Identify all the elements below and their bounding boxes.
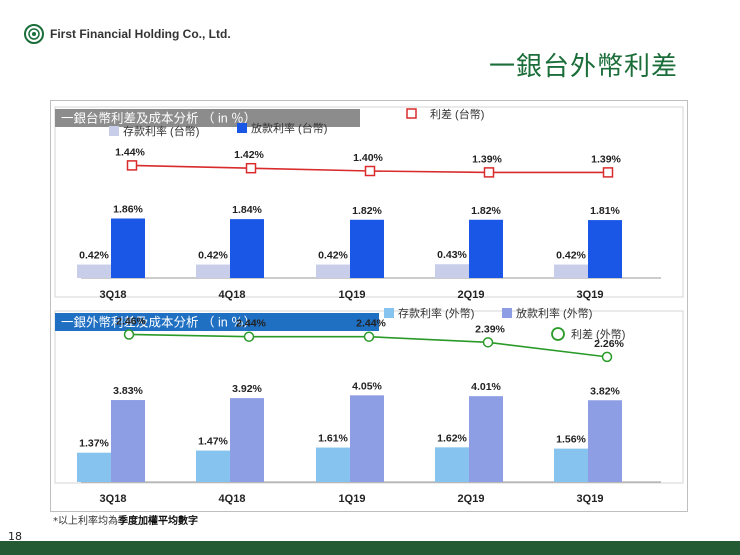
fx-label-spread-1Q19: 2.44% xyxy=(356,318,386,330)
twd-legend-label-2: 利差 (台幣) xyxy=(430,107,484,121)
twd-label-spread-4Q18: 1.42% xyxy=(234,149,264,161)
fx-spread-point-3Q18 xyxy=(123,329,135,340)
twd-label-spread-1Q19: 1.40% xyxy=(353,152,383,164)
twd-label-loan-1Q19: 1.82% xyxy=(352,205,382,217)
twd-chart-title: 一銀台幣利差及成本分析 （ in ％） xyxy=(61,111,256,126)
twd-label-spread-3Q18: 1.44% xyxy=(115,146,145,158)
twd-category-3Q19: 3Q19 xyxy=(577,289,604,301)
fx-bar-deposit-1Q19 xyxy=(316,447,350,482)
fx-spread-point-1Q19 xyxy=(363,331,375,342)
twd-bar-loan-1Q19 xyxy=(350,219,384,278)
twd-bar-loan-2Q19 xyxy=(469,219,503,278)
twd-label-loan-2Q19: 1.82% xyxy=(471,205,501,217)
fx-category-3Q19: 3Q19 xyxy=(577,493,604,505)
twd-label-loan-3Q19: 1.81% xyxy=(590,205,620,217)
twd-spread-point-4Q18 xyxy=(245,162,257,174)
twd-category-4Q18: 4Q18 xyxy=(219,289,246,301)
fx-chart-frame xyxy=(54,310,684,484)
page-number: 18 xyxy=(8,530,22,543)
fx-label-deposit-4Q18: 1.47% xyxy=(198,436,228,448)
fx-category-4Q18: 4Q18 xyxy=(219,493,246,505)
fx-spread-point-2Q19 xyxy=(482,337,494,348)
fx-bar-loan-3Q18 xyxy=(111,400,145,482)
company-name: First Financial Holding Co., Ltd. xyxy=(50,27,231,41)
twd-label-deposit-3Q18: 0.42% xyxy=(79,250,109,262)
twd-bar-loan-3Q19 xyxy=(588,220,622,278)
fx-label-loan-1Q19: 4.05% xyxy=(352,380,382,392)
footnote-emphasis: 季度加權平均數字 xyxy=(118,516,198,527)
twd-spread-point-1Q19 xyxy=(364,165,376,177)
twd-bar-deposit-3Q19 xyxy=(554,264,588,278)
fx-legend-label-1: 放款利率 (外幣) xyxy=(516,306,592,320)
fx-label-deposit-1Q19: 1.61% xyxy=(318,433,348,445)
twd-label-loan-3Q18: 1.86% xyxy=(113,203,143,215)
fx-label-loan-4Q18: 3.92% xyxy=(232,383,262,395)
fx-bar-loan-1Q19 xyxy=(350,395,384,482)
footer-bar xyxy=(0,541,740,555)
fx-legend-swatch-1 xyxy=(502,308,512,318)
twd-bar-deposit-1Q19 xyxy=(316,264,350,278)
twd-label-deposit-3Q19: 0.42% xyxy=(556,250,586,262)
footnote: *以上利率均為季度加權平均數字 xyxy=(53,512,198,527)
fx-label-deposit-2Q19: 1.62% xyxy=(437,432,467,444)
fx-bar-deposit-3Q18 xyxy=(77,452,111,482)
twd-bar-loan-3Q18 xyxy=(111,218,145,278)
twd-label-deposit-2Q19: 0.43% xyxy=(437,249,467,261)
fx-label-deposit-3Q18: 1.37% xyxy=(79,438,109,450)
twd-category-1Q19: 1Q19 xyxy=(339,289,366,301)
fx-label-spread-2Q19: 2.39% xyxy=(475,323,505,335)
fx-bar-loan-3Q19 xyxy=(588,400,622,482)
twd-chart-frame xyxy=(54,106,684,298)
fx-legend-swatch-2 xyxy=(551,327,565,341)
spread-charts: 一銀台幣利差及成本分析 （ in ％）存款利率 (台幣) 放款利率 (台幣) 利差 … xyxy=(54,106,684,505)
page-title: 一銀台外幣利差 xyxy=(488,52,678,82)
twd-label-deposit-1Q19: 0.42% xyxy=(318,250,348,262)
twd-label-loan-4Q18: 1.84% xyxy=(232,204,262,216)
twd-spread-point-3Q18 xyxy=(126,160,138,171)
footnote-prefix: *以上利率均為 xyxy=(53,516,118,527)
fx-bar-loan-4Q18 xyxy=(230,398,264,482)
fx-legend-swatch-0 xyxy=(384,308,394,318)
fx-category-1Q19: 1Q19 xyxy=(339,493,366,505)
twd-legend-label-0: 存款利率 (台幣) xyxy=(123,124,199,138)
fx-bar-deposit-2Q19 xyxy=(435,447,469,482)
fx-bar-loan-2Q19 xyxy=(469,396,503,482)
fx-label-spread-3Q19: 2.26% xyxy=(594,338,624,350)
fx-legend-label-0: 存款利率 (外幣) xyxy=(398,306,474,320)
fx-label-deposit-3Q19: 1.56% xyxy=(556,434,586,446)
fx-category-3Q18: 3Q18 xyxy=(100,493,127,505)
fx-label-loan-3Q18: 3.83% xyxy=(113,385,143,397)
fx-label-spread-3Q18: 2.46% xyxy=(116,315,146,327)
fx-legend-label-2: 利差 (外幣) xyxy=(571,327,625,341)
charts-panel: 一銀台幣利差及成本分析 （ in ％） 存款利率 (台幣) 放款利率 (台幣) 利差 … xyxy=(50,100,688,512)
fx-spread-point-4Q18 xyxy=(243,331,255,342)
twd-spread-point-3Q19 xyxy=(602,167,614,178)
fx-chart-header xyxy=(55,313,379,331)
twd-label-spread-2Q19: 1.39% xyxy=(472,153,502,165)
fx-bar-deposit-3Q19 xyxy=(554,448,588,482)
twd-spread-point-2Q19 xyxy=(483,167,495,178)
fx-label-spread-4Q18: 2.44% xyxy=(236,318,266,330)
twd-legend-swatch-2 xyxy=(406,108,417,119)
twd-chart-header xyxy=(55,109,360,127)
fx-category-2Q19: 2Q19 xyxy=(458,493,485,505)
twd-legend-swatch-1 xyxy=(237,123,247,133)
fx-label-loan-3Q19: 3.82% xyxy=(590,385,620,397)
twd-bar-deposit-3Q18 xyxy=(77,264,111,278)
twd-bar-loan-4Q18 xyxy=(230,219,264,278)
twd-bar-deposit-4Q18 xyxy=(196,264,230,278)
company-logo: First Financial Holding Co., Ltd. xyxy=(24,24,231,44)
fx-label-loan-2Q19: 4.01% xyxy=(471,381,501,393)
twd-category-2Q19: 2Q19 xyxy=(458,289,485,301)
twd-legend-swatch-0 xyxy=(109,126,119,136)
fx-bar-deposit-4Q18 xyxy=(196,450,230,482)
twd-label-spread-3Q19: 1.39% xyxy=(591,153,621,165)
twd-category-3Q18: 3Q18 xyxy=(100,289,127,301)
twd-legend-label-1: 放款利率 (台幣) xyxy=(251,121,327,135)
twd-label-deposit-4Q18: 0.42% xyxy=(198,250,228,262)
fx-chart-title: 一銀外幣利差及成本分析 （ in ％） xyxy=(61,316,256,330)
logo-emblem-icon xyxy=(24,24,44,44)
fx-spread-point-3Q19 xyxy=(601,351,613,363)
twd-bar-deposit-2Q19 xyxy=(435,264,469,278)
